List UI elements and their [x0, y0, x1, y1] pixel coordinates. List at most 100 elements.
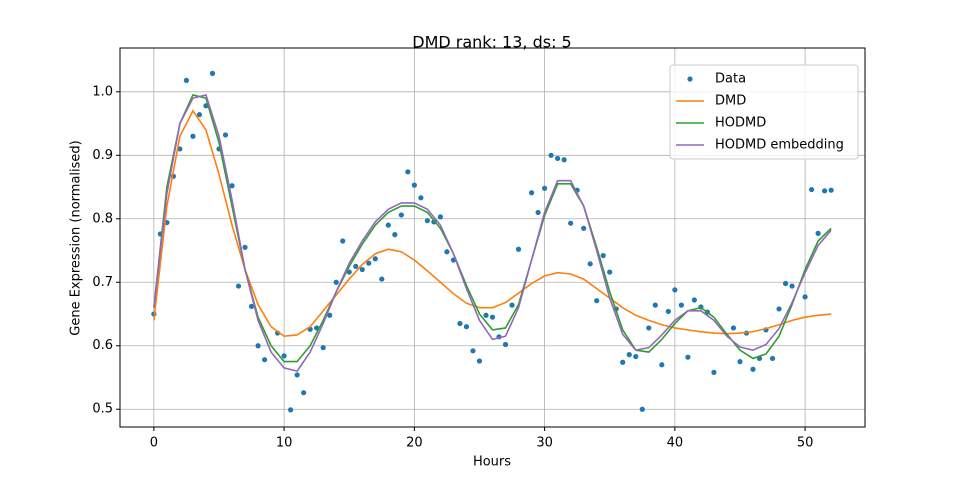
data-point	[235, 283, 242, 289]
series-line	[153, 109, 832, 338]
data-point	[665, 308, 671, 315]
data-point	[561, 157, 567, 163]
data-point	[261, 357, 268, 363]
data-point	[600, 252, 606, 259]
data-point	[209, 70, 216, 76]
data-point	[808, 186, 815, 193]
y-tick-label: 0.6	[92, 338, 113, 353]
data-point	[548, 152, 554, 158]
data-point	[340, 238, 346, 244]
data-point	[620, 359, 626, 365]
data-point	[196, 112, 203, 118]
data-point	[294, 372, 300, 378]
x-tick-label: 30	[536, 436, 553, 451]
data-point	[470, 348, 476, 354]
x-tick-label: 50	[797, 436, 814, 451]
data-point	[528, 190, 535, 196]
data-point	[418, 195, 424, 201]
data-point	[711, 369, 717, 376]
data-point	[782, 280, 789, 287]
data-point	[392, 232, 398, 238]
data-point	[659, 362, 665, 368]
plot-frame	[119, 47, 866, 428]
legend-label: HODMD	[715, 116, 766, 131]
data-point	[405, 169, 411, 175]
data-point	[320, 345, 326, 351]
data-point	[509, 302, 515, 308]
data-point	[789, 283, 795, 289]
data-point	[769, 355, 776, 362]
data-point	[424, 218, 430, 224]
data-point	[385, 222, 391, 228]
x-tick-label: 10	[276, 436, 293, 451]
data-point	[678, 302, 684, 308]
data-point	[255, 343, 261, 349]
data-point	[750, 366, 756, 372]
data-point	[555, 155, 561, 162]
data-point	[476, 358, 483, 364]
data-point	[248, 303, 255, 309]
legend-label: Data	[715, 72, 746, 87]
data-point	[639, 406, 645, 412]
data-point	[229, 183, 235, 189]
data-point	[353, 263, 359, 269]
data-point	[281, 353, 287, 359]
data-point	[242, 244, 248, 250]
data-point	[372, 256, 378, 262]
legend-box	[669, 64, 859, 160]
data-point	[776, 306, 782, 312]
data-point	[587, 261, 593, 267]
y-tick-label: 0.9	[92, 148, 113, 163]
data-point	[463, 324, 470, 330]
x-axis-label: Hours	[473, 455, 511, 470]
data-point	[652, 302, 658, 308]
y-tick-label: 0.5	[92, 402, 113, 417]
data-point	[437, 214, 444, 220]
data-point	[541, 185, 548, 191]
series-line	[153, 94, 832, 363]
data-point	[502, 341, 509, 348]
data-point	[366, 260, 372, 266]
chart-title: DMD rank: 13, ds: 5	[412, 33, 571, 52]
data-point	[177, 146, 183, 152]
data-point	[190, 133, 196, 139]
data-point	[327, 312, 333, 318]
data-point	[535, 209, 541, 216]
data-point	[222, 132, 229, 138]
data-point	[333, 279, 339, 285]
data-point	[828, 187, 834, 193]
data-point	[183, 77, 190, 83]
data-point	[626, 352, 632, 358]
data-point	[822, 188, 828, 194]
data-point	[802, 294, 808, 300]
data-point	[301, 390, 307, 396]
data-point	[288, 407, 294, 413]
legend-marker	[687, 76, 693, 82]
data-point	[691, 297, 697, 303]
data-point	[398, 212, 404, 218]
legend-label: HODMD embedding	[715, 138, 844, 153]
x-tick-label: 0	[150, 436, 158, 451]
data-point	[737, 359, 743, 365]
data-point	[379, 276, 385, 282]
series-line	[153, 94, 832, 373]
legend-label: DMD	[715, 94, 746, 109]
y-tick-label: 0.7	[92, 275, 113, 290]
data-point	[730, 325, 737, 331]
data-point	[489, 314, 496, 320]
data-point	[685, 354, 691, 360]
data-point	[594, 298, 600, 304]
data-point	[815, 230, 821, 236]
data-point	[568, 220, 574, 226]
data-point	[581, 225, 587, 231]
data-point	[483, 312, 489, 318]
data-point	[411, 182, 417, 188]
y-axis-label: Gene Expression (normalised)	[69, 140, 84, 335]
data-point	[359, 266, 365, 273]
y-tick-label: 0.8	[92, 211, 113, 226]
data-point	[444, 249, 450, 255]
data-point	[607, 269, 613, 275]
data-point	[646, 325, 652, 331]
data-point	[672, 287, 678, 293]
